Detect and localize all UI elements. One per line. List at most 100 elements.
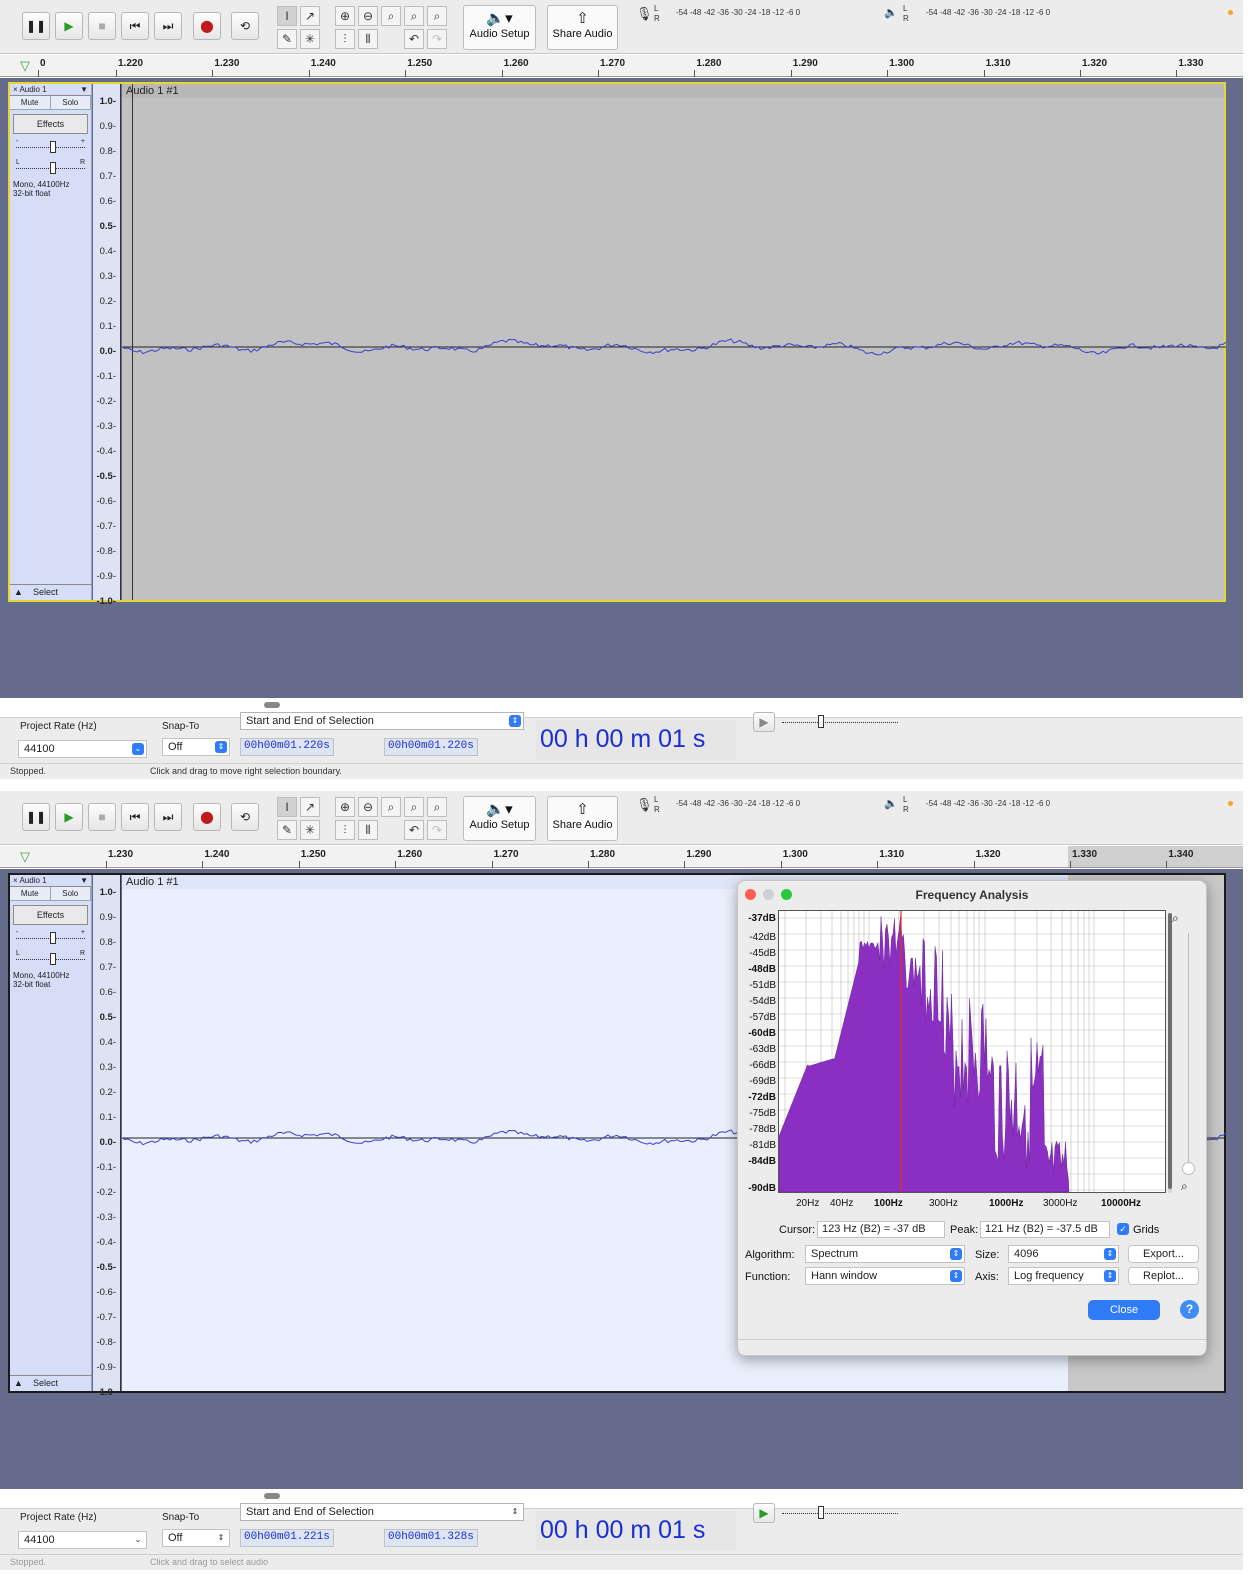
multi-tool-icon[interactable]: ✳ xyxy=(300,820,320,840)
gain-knob[interactable] xyxy=(50,932,56,944)
solo-button[interactable]: Solo xyxy=(50,96,91,109)
mute-button[interactable]: Mute xyxy=(10,887,51,900)
playback-speaker-icon[interactable]: 🔈 xyxy=(884,7,898,19)
timeline-ruler[interactable]: ▽ 0 1.220 1.230 1.240 1.250 1.260 1.270 1.280 1.… xyxy=(0,55,1243,77)
playback-meter-scale[interactable]: -54 -48 -42 -36 -30 -24 -18 -12 -6 0 xyxy=(926,8,1051,17)
stop-button[interactable]: ■ xyxy=(88,12,116,40)
track-name-menu[interactable]: × Audio 1 ▼ xyxy=(10,875,91,887)
close-track-icon[interactable]: × xyxy=(13,85,18,94)
pan-knob[interactable] xyxy=(50,162,56,174)
effects-button[interactable]: Effects xyxy=(13,905,88,925)
close-track-icon[interactable]: × xyxy=(13,876,18,885)
effects-button[interactable]: Effects xyxy=(13,114,88,134)
skip-start-button[interactable]: ⏮ xyxy=(121,12,149,40)
export-button[interactable]: Export... xyxy=(1128,1245,1199,1263)
function-select[interactable]: Hann window ⇕ xyxy=(805,1267,965,1285)
audio-setup-button[interactable]: 🔈▾ Audio Setup xyxy=(463,5,536,50)
draw-tool-icon[interactable]: ✎ xyxy=(277,820,297,840)
zoom-out-icon[interactable]: ⊖ xyxy=(358,797,378,817)
skip-start-button[interactable]: ⏮ xyxy=(121,803,149,831)
mute-button[interactable]: Mute xyxy=(10,96,51,109)
selection-tool-icon[interactable]: I xyxy=(277,797,297,817)
record-meter-scale[interactable]: -54 -48 -42 -36 -30 -24 -18 -12 -6 0 xyxy=(676,8,801,17)
zoom-out-icon[interactable]: ⌕ xyxy=(1181,1179,1188,1193)
play-button[interactable]: ▶ xyxy=(55,803,83,831)
selection-tool-icon[interactable]: I xyxy=(277,6,297,26)
trim-icon[interactable]: ⫶ xyxy=(335,29,355,49)
share-audio-button[interactable]: ⇧ Share Audio xyxy=(547,5,618,50)
zoom-toggle-icon[interactable]: ⌕ xyxy=(427,797,447,817)
collapse-icon[interactable]: ▲ xyxy=(14,587,23,597)
selection-mode-select[interactable]: Start and End of Selection ⇕ xyxy=(240,712,524,730)
selection-end-time[interactable]: 00h00m01.220s xyxy=(384,738,478,756)
window-zoom-icon[interactable] xyxy=(781,889,792,900)
fit-project-icon[interactable]: ⌕ xyxy=(404,797,424,817)
axis-select[interactable]: Log frequency ⇕ xyxy=(1008,1267,1119,1285)
collapse-icon[interactable]: ▲ xyxy=(14,1378,23,1388)
project-rate-select[interactable]: 44100 ⌄ xyxy=(18,740,147,758)
amplitude-ruler[interactable]: 1.0- 0.9- 0.8- 0.7- 0.6- 0.5- 0.4- 0.3- 0.2- 0.1-… xyxy=(93,875,121,1398)
track-name-menu[interactable]: × Audio 1 ▼ xyxy=(10,84,91,96)
playback-speaker-icon[interactable]: 🔈 xyxy=(884,798,898,810)
fit-selection-icon[interactable]: ⌕ xyxy=(381,797,401,817)
speed-knob[interactable] xyxy=(818,715,824,728)
pause-button[interactable]: ❚❚ xyxy=(22,12,50,40)
redo-icon[interactable]: ↷ xyxy=(427,820,447,840)
gain-knob[interactable] xyxy=(50,141,56,153)
speed-knob[interactable] xyxy=(818,1506,824,1519)
zoom-in-icon[interactable]: ⊕ xyxy=(335,6,355,26)
trim-icon[interactable]: ⫶ xyxy=(335,820,355,840)
envelope-tool-icon[interactable]: ↗ xyxy=(300,6,320,26)
fit-selection-icon[interactable]: ⌕ xyxy=(381,6,401,26)
playback-speed-slider[interactable] xyxy=(782,713,898,731)
microphone-icon[interactable]: 🎙 xyxy=(636,797,653,812)
snap-to-select[interactable]: Off ⇕ xyxy=(162,1529,230,1547)
scrollbar-thumb[interactable] xyxy=(1168,913,1172,1189)
size-select[interactable]: 4096 ⇕ xyxy=(1008,1245,1119,1263)
gain-slider[interactable]: - + xyxy=(16,138,85,156)
close-button[interactable]: Close xyxy=(1088,1300,1160,1320)
pause-button[interactable]: ❚❚ xyxy=(22,803,50,831)
selection-start-time[interactable]: 00h00m01.221s xyxy=(240,1529,334,1547)
zoom-slider[interactable]: ⌕ ⌕ xyxy=(1168,911,1200,1198)
fit-project-icon[interactable]: ⌕ xyxy=(404,6,424,26)
loop-button[interactable]: ⟲ xyxy=(231,12,259,40)
solo-button[interactable]: Solo xyxy=(50,887,91,900)
pan-knob[interactable] xyxy=(50,953,56,965)
window-close-icon[interactable] xyxy=(745,889,756,900)
share-audio-button[interactable]: ⇧ Share Audio xyxy=(547,796,618,841)
window-minimize-icon[interactable] xyxy=(763,889,774,900)
multi-tool-icon[interactable]: ✳ xyxy=(300,29,320,49)
stop-button[interactable]: ■ xyxy=(88,803,116,831)
zoom-in-icon[interactable]: ⌕ xyxy=(1172,911,1179,925)
zoom-in-icon[interactable]: ⊕ xyxy=(335,797,355,817)
undo-icon[interactable]: ↶ xyxy=(404,29,424,49)
audio-setup-button[interactable]: 🔈▾ Audio Setup xyxy=(463,796,536,841)
envelope-tool-icon[interactable]: ↗ xyxy=(300,797,320,817)
spectrum-scrollbar[interactable] xyxy=(1168,913,1172,1193)
waveform-area[interactable]: Audio 1 #1 xyxy=(122,84,1226,600)
silence-icon[interactable]: ⫴ xyxy=(358,820,378,840)
grids-checkbox[interactable]: ✓ xyxy=(1117,1223,1129,1235)
algorithm-select[interactable]: Spectrum ⇕ xyxy=(805,1245,965,1263)
selection-start-time[interactable]: 00h00m01.220s xyxy=(240,738,334,756)
select-track-button[interactable]: ▲ Select xyxy=(10,584,92,600)
zoom-knob[interactable] xyxy=(1182,1162,1195,1175)
zoom-out-icon[interactable]: ⊖ xyxy=(358,6,378,26)
play-button[interactable]: ▶ xyxy=(55,12,83,40)
clip-title-bar[interactable] xyxy=(122,84,1224,98)
play-head-icon[interactable]: ▽ xyxy=(20,849,30,864)
play-at-speed-button[interactable]: ▶ xyxy=(753,712,775,732)
draw-tool-icon[interactable]: ✎ xyxy=(277,29,297,49)
timeline-ruler[interactable]: ▽ 1.230 1.240 1.250 1.260 1.270 1.280 1.290 1.3… xyxy=(0,846,1243,868)
silence-icon[interactable]: ⫴ xyxy=(358,29,378,49)
undo-icon[interactable]: ↶ xyxy=(404,820,424,840)
snap-to-select[interactable]: Off ⇕ xyxy=(162,738,230,756)
help-icon[interactable]: ? xyxy=(1180,1300,1199,1319)
record-button[interactable]: ⬤ xyxy=(193,803,221,831)
audio-position-display[interactable]: 00 h 00 m 01 s xyxy=(536,1511,736,1551)
select-track-button[interactable]: ▲ Select xyxy=(10,1375,92,1391)
amplitude-ruler[interactable]: 1.0- 0.9- 0.8- 0.7- 0.6- 0.5- 0.4- 0.3- 0.2- 0.1-… xyxy=(93,84,121,607)
skip-end-button[interactable]: ⏭ xyxy=(154,12,182,40)
